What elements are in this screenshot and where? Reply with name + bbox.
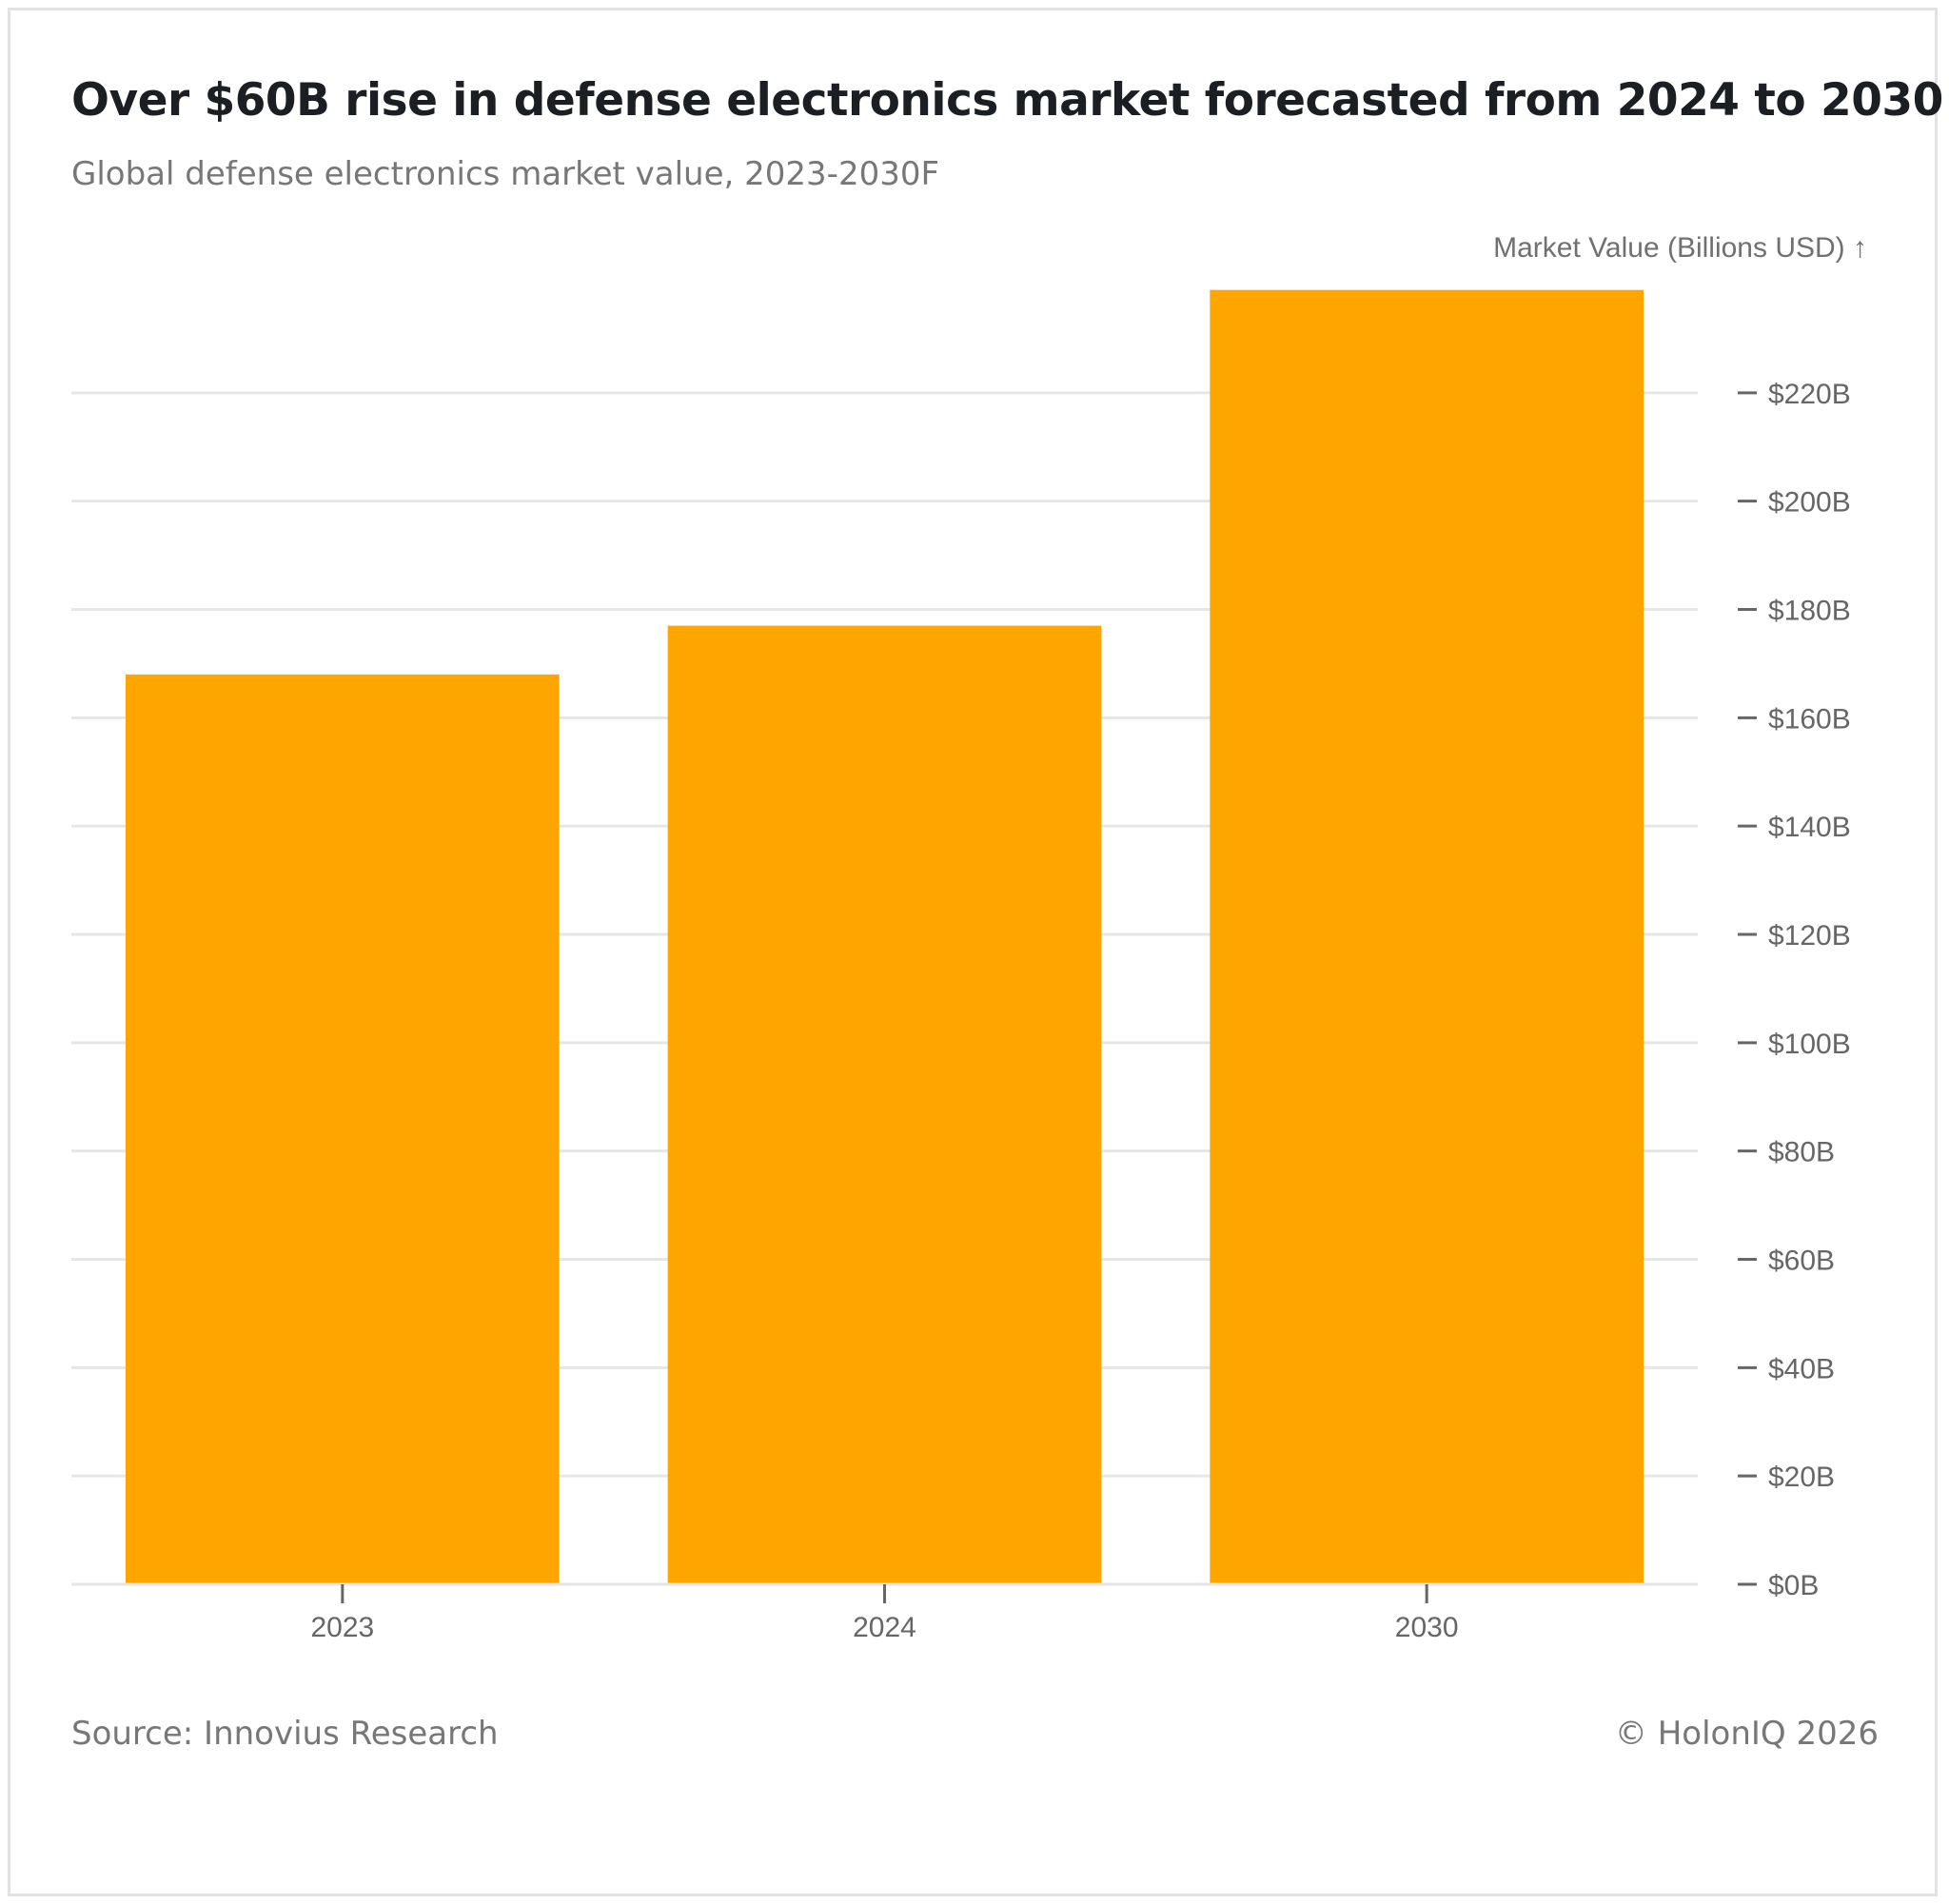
bar-2023	[126, 674, 560, 1584]
y-tick-label: $100B	[1768, 1029, 1851, 1060]
y-axis-title: Market Value (Billions USD) ↑	[1493, 232, 1867, 264]
y-tick-label: $220B	[1768, 379, 1851, 410]
source-note: Source: Innovius Research	[71, 1715, 499, 1753]
y-tick-label: $60B	[1768, 1246, 1835, 1277]
y-axis: $0B $20B $40B $60B $80B $100B $120B $140B $160B $…	[1738, 379, 1851, 1601]
y-tick-label: $180B	[1768, 596, 1851, 627]
chart-title: Over $60B rise in defense electronics ma…	[71, 74, 1943, 127]
y-tick-label: $20B	[1768, 1462, 1835, 1493]
x-tick-label: 2024	[853, 1612, 916, 1643]
x-tick-label: 2030	[1395, 1612, 1459, 1643]
y-tick-label: $140B	[1768, 812, 1851, 843]
x-tick-label: 2023	[310, 1612, 374, 1643]
bar-2030	[1210, 289, 1644, 1585]
y-tick-label: $200B	[1768, 487, 1851, 519]
copyright-note: © HolonIQ 2026	[1614, 1715, 1879, 1753]
x-axis: 2023 2024 2030	[71, 1582, 1698, 1643]
bar-2024	[667, 625, 1102, 1584]
y-tick-label: $160B	[1768, 703, 1851, 735]
bars	[126, 289, 1644, 1585]
y-tick-label: $0B	[1768, 1570, 1819, 1601]
y-tick-label: $80B	[1768, 1137, 1835, 1168]
chart-subtitle: Global defense electronics market value,…	[71, 155, 940, 193]
y-tick-label: $120B	[1768, 920, 1851, 952]
y-tick-label: $40B	[1768, 1353, 1835, 1384]
